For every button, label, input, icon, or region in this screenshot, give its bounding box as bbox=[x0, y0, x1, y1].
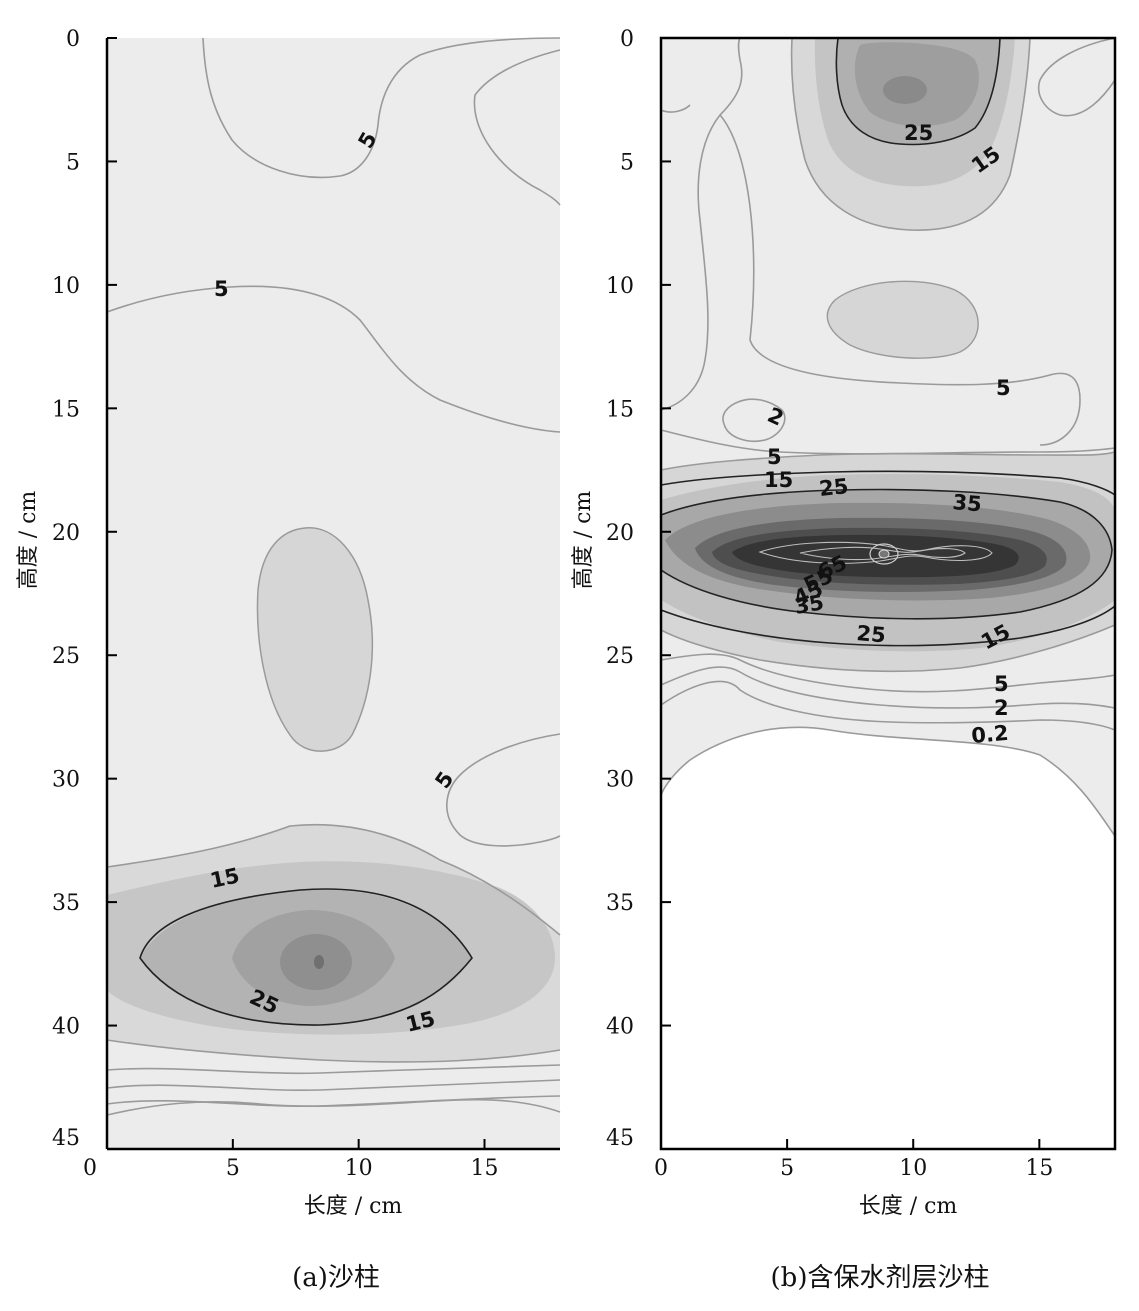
panel-b-contour-25-top bbox=[835, 37, 1001, 146]
panel-b-x-axis-title: 长度 / cm bbox=[859, 1194, 958, 1219]
panel-b-sand-column-with-water-retaining-layer: 25 15 5 2 5 15 25 35 65 55 45 35 25 15 5… bbox=[571, 27, 1117, 1293]
panel-b-y-tick-label: 40 bbox=[606, 1015, 634, 1040]
panel-b-layer-maximum-core bbox=[878, 549, 890, 559]
panel-a-contour-low-4 bbox=[106, 1098, 561, 1116]
panel-a-maximum-marker bbox=[314, 955, 324, 969]
panel-a-y-tick-label: 45 bbox=[52, 1126, 80, 1151]
panel-b-y-tick-label: 20 bbox=[606, 521, 634, 546]
panel-b-contour-2-small bbox=[722, 398, 786, 442]
panel-a-contour-low-1 bbox=[106, 1064, 561, 1075]
panel-b-contour-label: 5 bbox=[767, 445, 782, 469]
panel-a-y-tick-label: 25 bbox=[52, 644, 80, 669]
panel-b-contour-label: 5 bbox=[996, 376, 1011, 400]
panel-b-contour-35-layer bbox=[660, 488, 1113, 620]
panel-b-middle-region bbox=[826, 280, 979, 359]
panel-a-contour-5-top bbox=[202, 37, 561, 179]
panel-b-contour-label: 35 bbox=[793, 590, 826, 619]
panel-a-y-tick-label: 35 bbox=[52, 891, 80, 916]
panel-b-contour-25-layer-top bbox=[660, 470, 1116, 496]
panel-b-caption: (b)含保水剂层沙柱 bbox=[771, 1263, 990, 1293]
panel-b-y-tick-label: 30 bbox=[606, 768, 634, 793]
panel-b-x-tick-label: 5 bbox=[780, 1156, 794, 1181]
panel-a-contour-low-2 bbox=[106, 1079, 561, 1092]
panel-b-y-axis-title: 高度 / cm bbox=[571, 491, 596, 590]
panel-b-contour-5-upper-2 bbox=[719, 114, 1081, 446]
panel-b-y-tick-label: 25 bbox=[606, 644, 634, 669]
panel-b-contour-15-layer-top bbox=[660, 451, 1116, 471]
panel-b-x-tick-label: 0 bbox=[654, 1156, 668, 1181]
panel-b-y-tick-label: 35 bbox=[606, 891, 634, 916]
panel-b-contour-5-layer-bottom bbox=[660, 653, 1116, 693]
panel-a-caption: (a)沙柱 bbox=[292, 1263, 380, 1293]
panel-b-inner-contour bbox=[758, 541, 993, 564]
panel-b-y-tick-label: 15 bbox=[606, 397, 634, 422]
panel-b-plot-frame bbox=[659, 36, 1117, 1151]
panel-b-x-tick-label: 10 bbox=[899, 1156, 927, 1181]
panel-a-y-tick-label: 10 bbox=[52, 274, 80, 299]
panel-b-contour-label: 25 bbox=[818, 474, 850, 501]
panel-a-y-tick-label: 20 bbox=[52, 521, 80, 546]
panel-b-contour-label: 25 bbox=[856, 621, 887, 647]
panel-a-contour-15-lower bbox=[106, 1039, 561, 1063]
panel-a-contour-label: 5 bbox=[214, 277, 229, 301]
panel-a-plot-area bbox=[106, 37, 561, 1149]
panel-b-y-tick-label: 5 bbox=[620, 150, 634, 175]
panel-b-contour-wetting-front bbox=[660, 726, 1116, 837]
panel-a-y-tick-label: 5 bbox=[66, 150, 80, 175]
panel-b-y-tick-label: 10 bbox=[606, 274, 634, 299]
panel-a-x-tick-label: 15 bbox=[471, 1156, 499, 1181]
panel-a-contour-band-outer bbox=[106, 823, 561, 936]
panel-b-contour-25-layer-bottom bbox=[660, 605, 1116, 647]
panel-b-contour-label: 25 bbox=[904, 121, 933, 145]
panel-b-contour-label: 0.2 bbox=[970, 721, 1009, 748]
panel-a-contour-5-mid bbox=[106, 285, 561, 433]
panel-b-contour-top-outline bbox=[790, 37, 1031, 231]
panel-b-contour-2-layer-bottom bbox=[660, 666, 1116, 709]
panel-b-x-tick-label: 15 bbox=[1025, 1156, 1053, 1181]
panel-b-contour-5-left-top bbox=[660, 104, 691, 113]
panel-a-y-tick-label: 15 bbox=[52, 397, 80, 422]
panel-b-contour-label: 5 bbox=[994, 672, 1009, 696]
panel-b-contour-5-upper-right bbox=[1038, 37, 1116, 117]
panel-a-y-tick-label: 30 bbox=[52, 768, 80, 793]
panel-a-x-axis-title: 长度 / cm bbox=[304, 1194, 403, 1219]
panel-a-contour-label: 15 bbox=[208, 863, 242, 893]
panel-a-contour-5-lower bbox=[446, 733, 561, 847]
panel-b-contour-label: 35 bbox=[952, 490, 983, 516]
panel-b-contour-5-upper bbox=[660, 37, 743, 411]
panel-b-layer-band-7 bbox=[732, 534, 1019, 578]
panel-b-inner-contour bbox=[799, 546, 966, 561]
panel-a-x-tick-label: 5 bbox=[226, 1156, 240, 1181]
panel-b-layer-maximum bbox=[869, 543, 899, 565]
panel-a-y-tick-label: 0 bbox=[66, 27, 80, 52]
panel-a-x-tick-label: 0 bbox=[83, 1156, 97, 1181]
panel-a-y-axis-title: 高度 / cm bbox=[16, 491, 41, 590]
panel-b-contour-02-layer-bottom bbox=[660, 680, 1116, 731]
panel-a-middle-region bbox=[256, 527, 374, 752]
panel-b-top-maximum bbox=[883, 76, 927, 104]
panel-b-y-tick-label: 45 bbox=[606, 1126, 634, 1151]
panel-a-x-tick-label: 10 bbox=[345, 1156, 373, 1181]
panel-b-contour-label: 15 bbox=[764, 468, 793, 492]
panel-a-contour-5-right bbox=[473, 49, 561, 206]
panel-b-plot-area bbox=[660, 37, 1116, 1149]
panel-a-y-tick-label: 40 bbox=[52, 1015, 80, 1040]
panel-b-contour-15-layer-bottom bbox=[660, 624, 1116, 673]
panel-b-contour-label: 2 bbox=[994, 696, 1009, 720]
panel-b-y-tick-label: 0 bbox=[620, 27, 634, 52]
panel-a-contour-25 bbox=[139, 888, 473, 1026]
